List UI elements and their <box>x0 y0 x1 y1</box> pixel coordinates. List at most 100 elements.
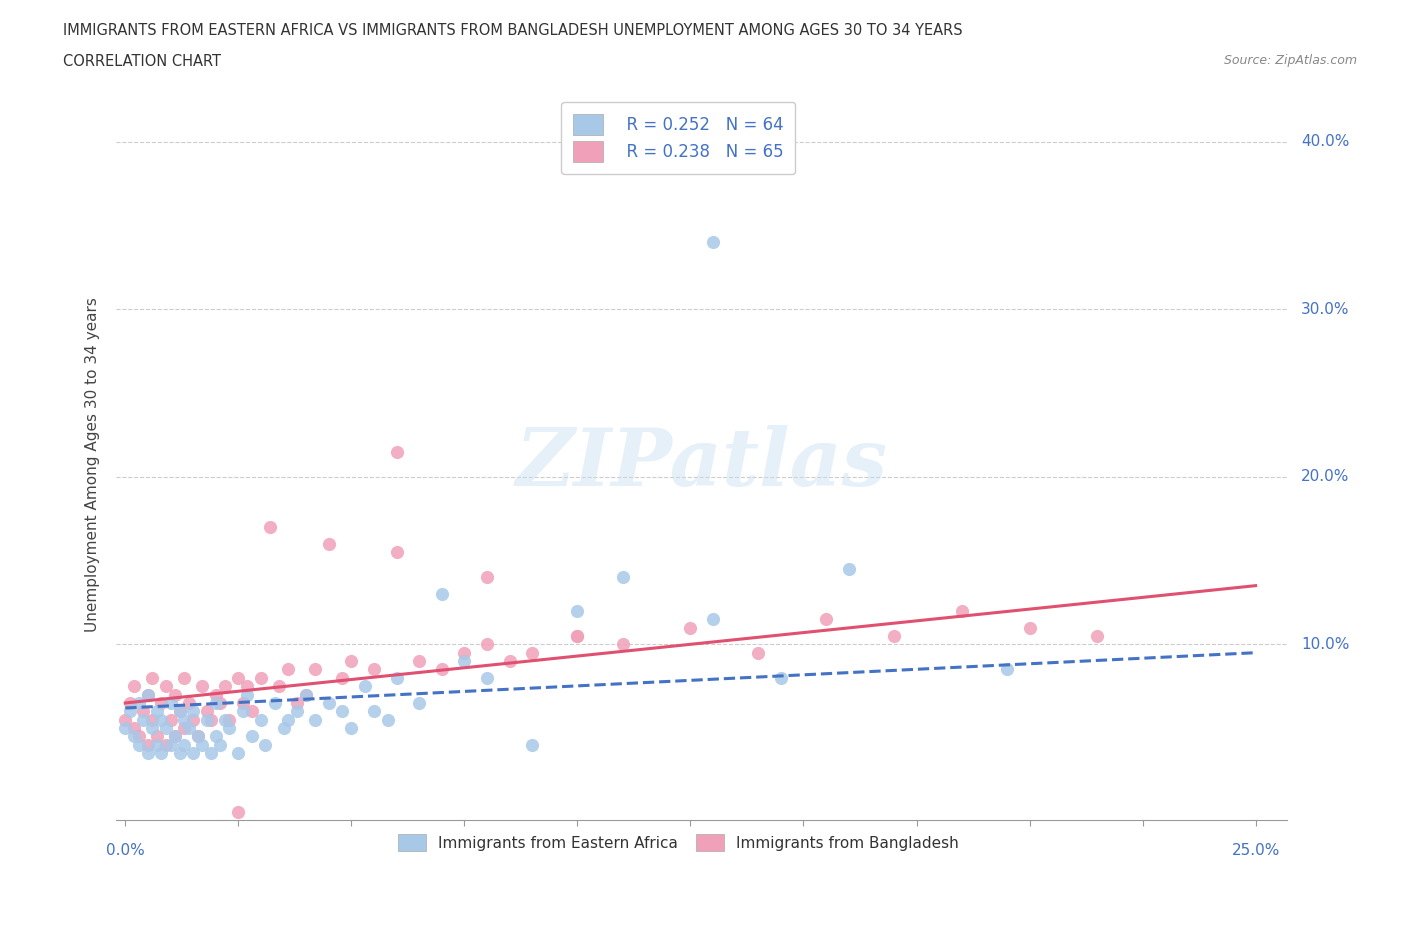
Point <box>363 662 385 677</box>
Point <box>159 712 181 727</box>
Point <box>214 712 236 727</box>
Point <box>204 696 226 711</box>
Point <box>1018 620 1040 635</box>
Point <box>132 712 155 727</box>
Point <box>747 645 769 660</box>
Point <box>141 721 163 736</box>
Point <box>187 729 209 744</box>
Point <box>295 687 318 702</box>
Point <box>475 671 498 685</box>
Point <box>141 671 163 685</box>
Point <box>702 612 724 627</box>
Point <box>318 537 340 551</box>
Point <box>232 704 254 719</box>
Point <box>146 737 169 752</box>
Point <box>163 687 186 702</box>
Point <box>169 704 191 719</box>
Point <box>136 746 159 761</box>
Point <box>277 662 299 677</box>
Point <box>304 712 326 727</box>
Point <box>408 696 430 711</box>
Text: 30.0%: 30.0% <box>1302 301 1350 316</box>
Point <box>318 696 340 711</box>
Point <box>679 620 702 635</box>
Point <box>330 671 353 685</box>
Point <box>181 746 204 761</box>
Point <box>285 704 308 719</box>
Text: IMMIGRANTS FROM EASTERN AFRICA VS IMMIGRANTS FROM BANGLADESH UNEMPLOYMENT AMONG : IMMIGRANTS FROM EASTERN AFRICA VS IMMIGR… <box>63 23 963 38</box>
Point <box>263 696 285 711</box>
Point <box>228 746 250 761</box>
Point <box>522 645 544 660</box>
Point <box>273 721 295 736</box>
Text: 25.0%: 25.0% <box>1232 844 1279 858</box>
Point <box>295 687 318 702</box>
Point <box>155 679 177 694</box>
Point <box>169 704 191 719</box>
Point <box>769 671 792 685</box>
Point <box>612 570 634 585</box>
Point <box>430 662 453 677</box>
Point <box>304 662 326 677</box>
Point <box>118 704 141 719</box>
Point <box>169 746 191 761</box>
Point <box>181 712 204 727</box>
Point <box>254 737 277 752</box>
Point <box>950 604 973 618</box>
Point <box>204 687 226 702</box>
Point <box>385 545 408 560</box>
Point <box>124 721 146 736</box>
Point <box>191 737 214 752</box>
Point <box>1085 629 1108 644</box>
Point <box>240 729 263 744</box>
Point <box>250 671 273 685</box>
Point <box>214 679 236 694</box>
Point <box>430 587 453 602</box>
Point <box>159 737 181 752</box>
Point <box>567 604 589 618</box>
Point <box>128 737 150 752</box>
Point <box>453 645 475 660</box>
Point <box>259 520 281 535</box>
Point <box>136 687 159 702</box>
Point <box>453 654 475 669</box>
Point <box>363 704 385 719</box>
Point <box>141 712 163 727</box>
Point <box>883 629 905 644</box>
Point <box>228 671 250 685</box>
Point <box>340 721 363 736</box>
Point <box>173 712 195 727</box>
Point <box>124 679 146 694</box>
Point <box>385 671 408 685</box>
Point <box>218 721 240 736</box>
Point <box>228 804 250 819</box>
Point <box>204 729 226 744</box>
Point <box>498 654 520 669</box>
Point <box>191 679 214 694</box>
Point <box>136 687 159 702</box>
Point <box>163 729 186 744</box>
Point <box>236 687 259 702</box>
Point <box>475 570 498 585</box>
Point <box>236 679 259 694</box>
Text: CORRELATION CHART: CORRELATION CHART <box>63 54 221 69</box>
Point <box>114 721 136 736</box>
Point <box>340 654 363 669</box>
Point <box>385 445 408 459</box>
Point <box>118 696 141 711</box>
Text: ZIPatlas: ZIPatlas <box>516 425 887 503</box>
Point <box>209 696 232 711</box>
Point <box>124 729 146 744</box>
Text: Source: ZipAtlas.com: Source: ZipAtlas.com <box>1223 54 1357 67</box>
Point <box>173 737 195 752</box>
Point <box>408 654 430 669</box>
Point <box>177 696 200 711</box>
Point <box>475 637 498 652</box>
Point <box>354 679 377 694</box>
Point <box>132 704 155 719</box>
Point <box>567 629 589 644</box>
Point <box>181 704 204 719</box>
Point <box>136 737 159 752</box>
Point <box>232 696 254 711</box>
Point <box>173 721 195 736</box>
